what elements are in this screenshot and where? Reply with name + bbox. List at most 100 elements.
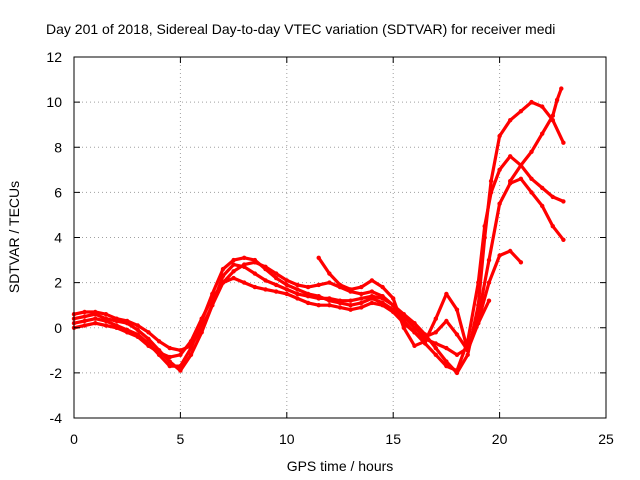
data-point bbox=[167, 345, 172, 351]
data-point bbox=[263, 278, 268, 283]
y-tick-label: 10 bbox=[46, 94, 62, 110]
data-point bbox=[231, 262, 236, 267]
x-tick-label: 20 bbox=[492, 431, 508, 447]
data-point bbox=[252, 284, 258, 290]
data-point bbox=[412, 321, 417, 326]
data-point bbox=[231, 275, 236, 281]
data-point bbox=[178, 368, 183, 373]
data-point bbox=[188, 352, 194, 357]
data-point bbox=[274, 271, 279, 276]
data-point bbox=[242, 255, 247, 260]
data-point bbox=[295, 296, 300, 301]
data-point bbox=[316, 282, 321, 288]
data-point bbox=[529, 149, 534, 154]
data-point bbox=[103, 323, 109, 328]
data-point bbox=[550, 224, 555, 229]
data-point bbox=[444, 363, 449, 369]
data-point bbox=[210, 303, 215, 308]
data-point bbox=[465, 348, 470, 353]
data-point bbox=[359, 291, 364, 297]
data-point bbox=[348, 307, 353, 312]
data-point bbox=[82, 314, 87, 319]
data-point bbox=[93, 309, 98, 315]
data-point bbox=[188, 339, 194, 344]
data-point bbox=[508, 154, 513, 159]
y-tick-label: -2 bbox=[50, 365, 63, 381]
data-point bbox=[146, 343, 151, 348]
data-point bbox=[114, 316, 119, 321]
data-point bbox=[454, 352, 460, 357]
data-point bbox=[444, 291, 449, 297]
data-point bbox=[135, 327, 140, 333]
data-point bbox=[518, 260, 524, 265]
data-point bbox=[359, 300, 364, 306]
data-point bbox=[433, 352, 438, 357]
data-point bbox=[274, 275, 279, 281]
data-point bbox=[529, 99, 534, 105]
data-point bbox=[305, 284, 311, 290]
data-point bbox=[433, 341, 438, 346]
y-tick-label: 8 bbox=[54, 139, 62, 155]
axis-ticks bbox=[73, 56, 607, 419]
data-point bbox=[401, 325, 406, 330]
y-axis-label: SDTVAR / TECUs bbox=[6, 181, 22, 293]
data-point bbox=[550, 113, 555, 118]
data-point bbox=[369, 296, 375, 301]
data-point bbox=[359, 296, 364, 301]
data-point bbox=[125, 330, 130, 335]
data-point bbox=[146, 330, 151, 335]
data-point bbox=[348, 298, 353, 303]
data-point bbox=[263, 287, 268, 292]
data-point bbox=[433, 330, 438, 335]
data-point bbox=[337, 305, 343, 310]
data-point bbox=[444, 345, 449, 351]
data-point bbox=[488, 190, 494, 195]
data-point bbox=[412, 343, 417, 348]
data-point bbox=[486, 280, 492, 285]
data-point bbox=[540, 203, 545, 209]
data-point bbox=[518, 176, 524, 181]
y-tick-label: 0 bbox=[54, 320, 62, 336]
data-point bbox=[146, 336, 151, 342]
y-tick-label: 6 bbox=[54, 184, 62, 200]
data-point bbox=[125, 318, 130, 324]
data-point bbox=[540, 131, 545, 136]
data-point bbox=[305, 300, 311, 306]
data-point bbox=[497, 133, 502, 139]
data-point bbox=[412, 330, 417, 335]
y-tick-label: 12 bbox=[46, 49, 62, 65]
data-point bbox=[482, 224, 487, 229]
data-point bbox=[167, 363, 172, 369]
data-point bbox=[242, 262, 247, 267]
data-point bbox=[559, 86, 564, 91]
x-axis-label: GPS time / hours bbox=[287, 458, 394, 474]
data-point bbox=[348, 303, 353, 308]
data-point bbox=[135, 334, 140, 339]
data-point bbox=[401, 314, 406, 319]
data-point bbox=[529, 190, 534, 195]
data-point bbox=[93, 321, 98, 326]
data-point bbox=[337, 282, 343, 288]
data-point bbox=[284, 278, 289, 283]
data-point bbox=[476, 280, 481, 285]
data-point bbox=[540, 104, 545, 109]
data-point bbox=[380, 284, 385, 290]
data-point bbox=[550, 194, 555, 200]
data-point bbox=[359, 284, 364, 290]
data-point bbox=[199, 325, 204, 330]
data-point bbox=[327, 271, 332, 276]
data-point bbox=[391, 309, 396, 315]
data-point bbox=[454, 307, 460, 312]
data-point bbox=[529, 176, 534, 181]
data-point bbox=[167, 354, 172, 360]
data-point bbox=[231, 269, 236, 274]
data-point bbox=[316, 294, 321, 299]
data-point bbox=[210, 296, 215, 301]
data-point bbox=[82, 323, 87, 328]
data-point bbox=[252, 271, 258, 276]
data-point bbox=[284, 287, 289, 292]
data-point bbox=[327, 280, 332, 285]
data-point bbox=[412, 325, 417, 330]
data-point bbox=[252, 260, 258, 265]
data-point bbox=[274, 289, 279, 294]
